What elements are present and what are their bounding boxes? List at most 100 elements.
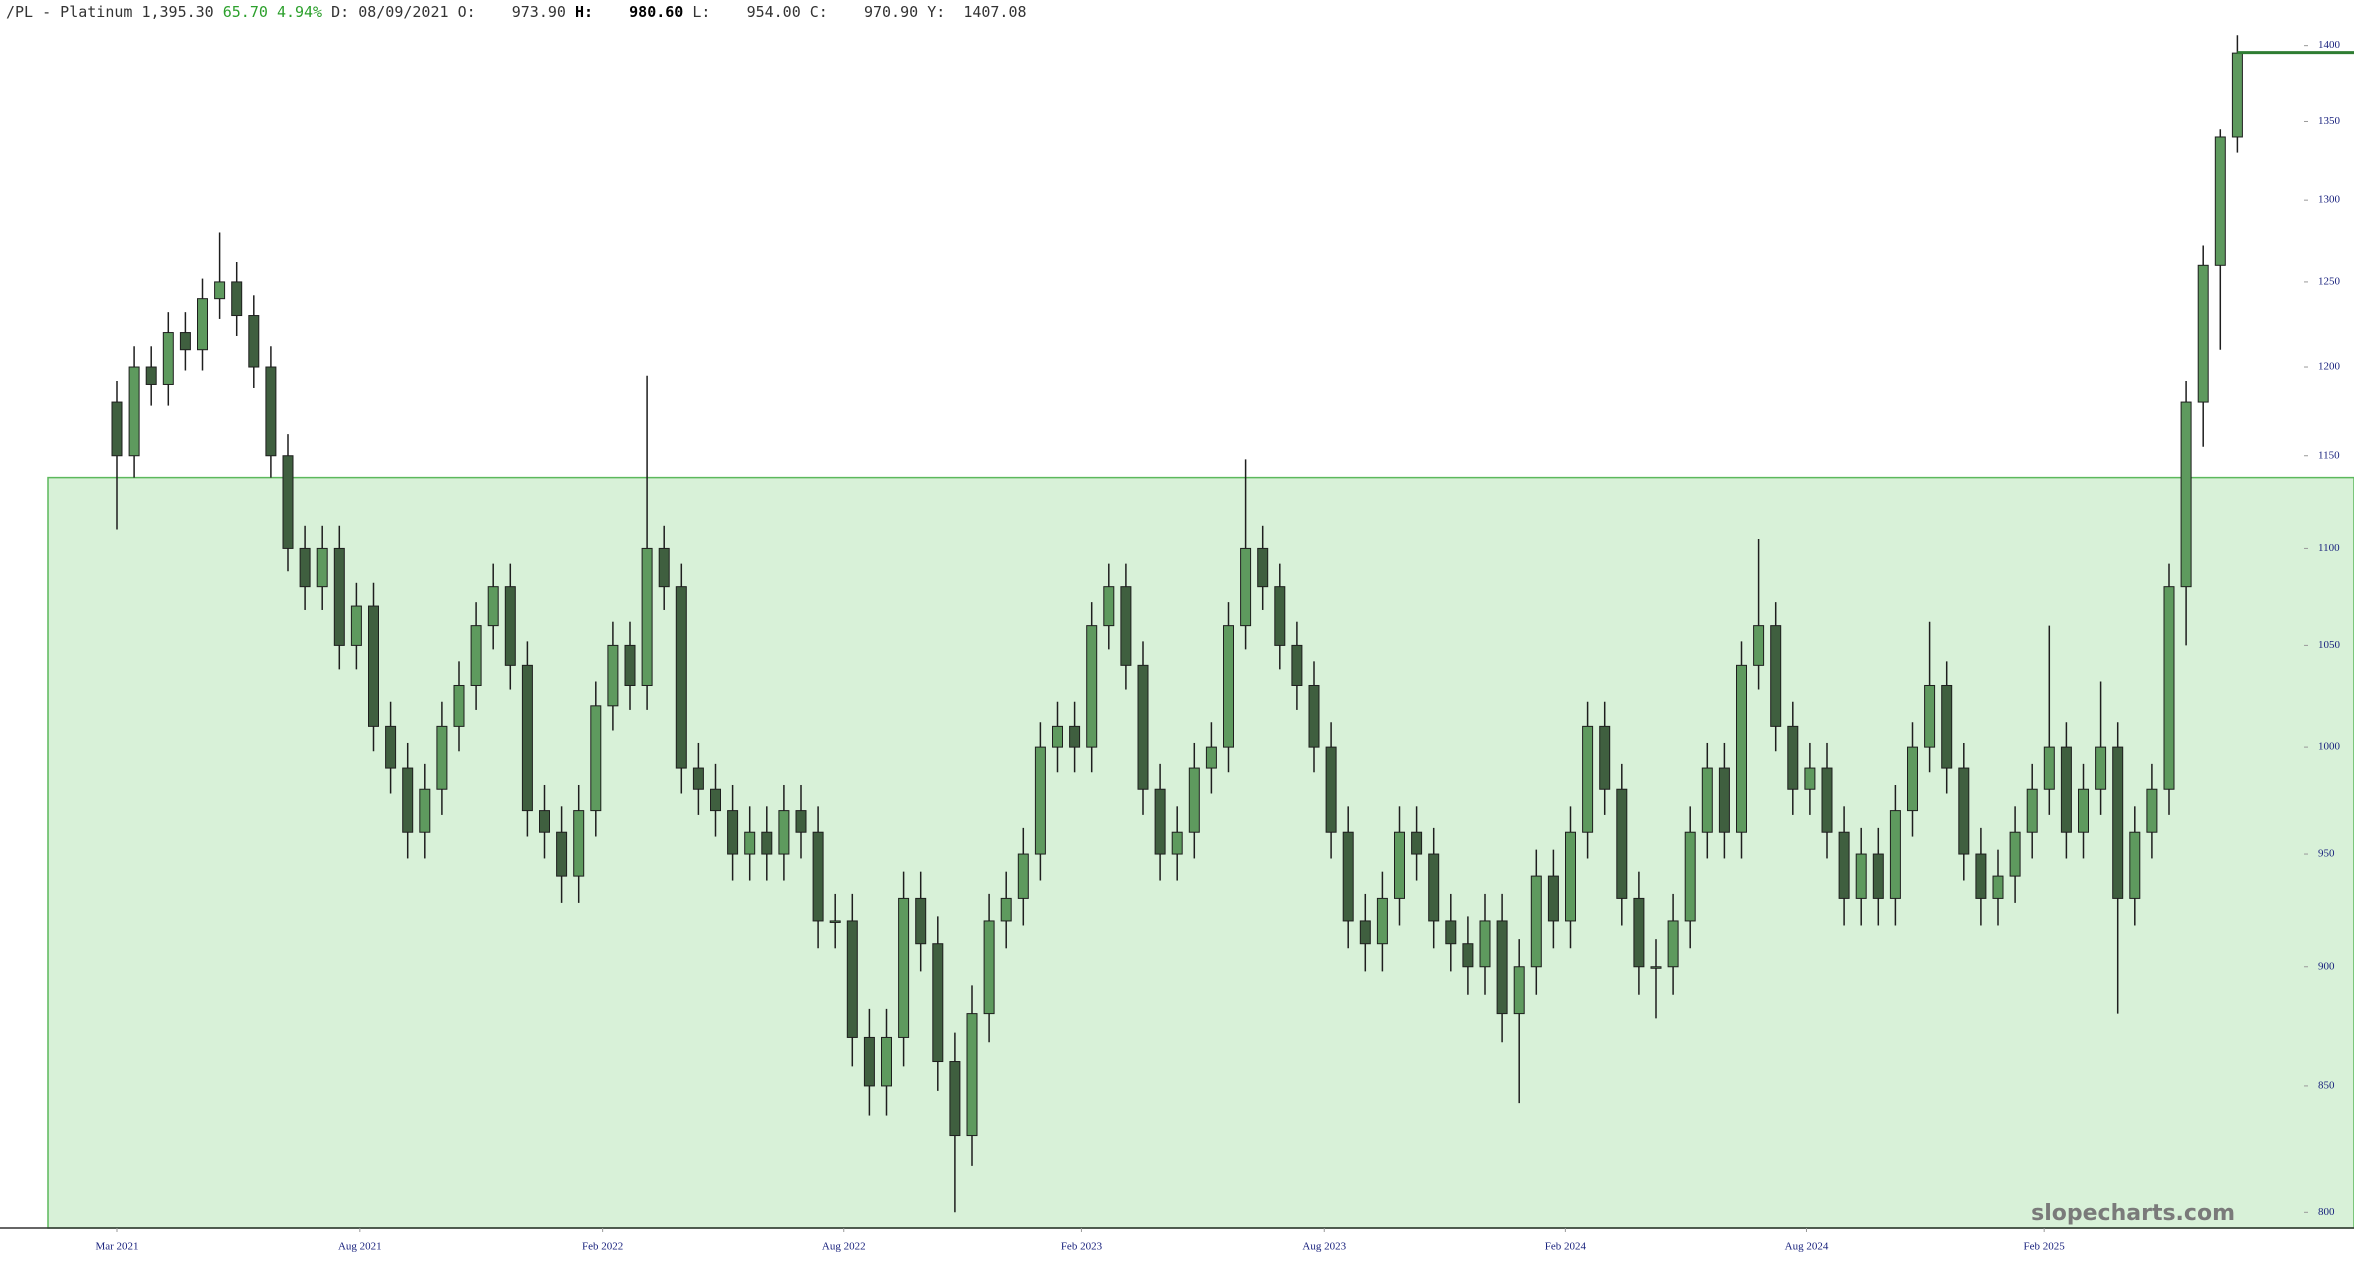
candle-body bbox=[265, 366, 277, 457]
candle-body bbox=[2043, 746, 2055, 790]
candle-body bbox=[1308, 684, 1320, 748]
field-label: L: bbox=[692, 3, 711, 21]
y-tick-label: 800 bbox=[2318, 1206, 2335, 1218]
last-price: 1,395.30 bbox=[141, 3, 214, 21]
candle-body bbox=[1257, 547, 1269, 588]
candle-body bbox=[1787, 725, 1799, 790]
candle-body bbox=[2009, 831, 2021, 877]
field-value: 973.90 bbox=[511, 3, 566, 21]
candle-body bbox=[1599, 725, 1611, 790]
candle-body bbox=[2163, 586, 2175, 790]
candle-body bbox=[1000, 897, 1012, 922]
candle-body bbox=[2129, 831, 2141, 899]
candle-body bbox=[1718, 767, 1730, 833]
candle-body bbox=[333, 547, 345, 646]
candle-body bbox=[1240, 547, 1252, 627]
field-label: C: bbox=[809, 3, 828, 21]
candle-body bbox=[915, 897, 927, 945]
candle-body bbox=[1804, 767, 1816, 790]
candle-body bbox=[1958, 767, 1970, 855]
candle-body bbox=[1924, 684, 1936, 748]
candle-body bbox=[1188, 767, 1200, 833]
candle-body bbox=[1650, 966, 1662, 969]
candle-body bbox=[1992, 875, 2004, 899]
candle-body bbox=[675, 586, 687, 769]
candle-body bbox=[1633, 897, 1645, 968]
x-tick-label: Aug 2021 bbox=[338, 1241, 382, 1253]
candle-body bbox=[1736, 664, 1747, 833]
candle-body bbox=[1205, 746, 1217, 769]
candle-body bbox=[1684, 831, 1696, 922]
candle-body bbox=[829, 920, 841, 923]
candle-body bbox=[556, 831, 568, 877]
quote-header: /PL - Platinum 1,395.30 65.70 4.94% D: 0… bbox=[6, 2, 1027, 22]
candle-body bbox=[2112, 746, 2124, 899]
candle-body bbox=[1667, 920, 1679, 968]
candle-body bbox=[761, 831, 773, 855]
field-value: 08/09/2021 bbox=[358, 3, 449, 21]
candle-body bbox=[1496, 920, 1508, 1015]
field-value: 970.90 bbox=[863, 3, 919, 21]
candle-body bbox=[111, 401, 123, 457]
candle-body bbox=[1770, 625, 1782, 727]
candle-body bbox=[214, 281, 226, 300]
candle-body bbox=[231, 281, 243, 317]
x-tick-label: Feb 2024 bbox=[1545, 1241, 1587, 1253]
candle-body bbox=[949, 1061, 961, 1137]
candle-body bbox=[1291, 644, 1303, 686]
candle-body bbox=[607, 644, 619, 707]
candle-body bbox=[470, 625, 482, 686]
candle-body bbox=[778, 810, 790, 855]
field-label: O: bbox=[457, 3, 476, 21]
candle-body bbox=[1753, 625, 1765, 666]
candle-body bbox=[2060, 746, 2072, 833]
candle-body bbox=[898, 897, 910, 1038]
candle-body bbox=[504, 586, 516, 666]
candle-body bbox=[1359, 920, 1371, 945]
candle-body bbox=[812, 831, 824, 922]
candle-body bbox=[727, 810, 739, 855]
candle-body bbox=[1616, 788, 1628, 899]
candle-body bbox=[692, 767, 704, 790]
candle-body bbox=[1530, 875, 1542, 968]
candle-body bbox=[1154, 788, 1166, 855]
candle-body bbox=[2146, 788, 2158, 833]
change: 65.70 bbox=[222, 3, 268, 21]
shaded-zone bbox=[47, 476, 2354, 1229]
candle-body bbox=[1975, 853, 1987, 899]
candle-body bbox=[1889, 810, 1901, 899]
candle-body bbox=[1052, 725, 1063, 748]
candle-body bbox=[419, 788, 431, 833]
candle-body bbox=[624, 644, 636, 686]
candle-body bbox=[1701, 767, 1713, 833]
candle-body bbox=[1325, 746, 1337, 833]
candle-body bbox=[710, 788, 721, 812]
candle-body bbox=[282, 455, 294, 549]
candle-body bbox=[248, 315, 260, 368]
candle-body bbox=[1342, 831, 1354, 922]
candle-body bbox=[1394, 831, 1405, 899]
candle-body bbox=[1872, 853, 1884, 899]
candle-body bbox=[932, 943, 944, 1063]
candle-body bbox=[2078, 788, 2089, 833]
candle-body bbox=[1034, 746, 1046, 855]
candle-body bbox=[2214, 136, 2226, 266]
y-tick-label: 1350 bbox=[2318, 115, 2341, 127]
candle-body bbox=[453, 684, 465, 727]
candle-body bbox=[590, 705, 602, 812]
candle-body bbox=[1582, 725, 1594, 833]
x-tick-label: Feb 2023 bbox=[1061, 1241, 1103, 1253]
candle-body bbox=[1462, 943, 1474, 968]
candle-body bbox=[145, 366, 157, 385]
change-pct: 4.94% bbox=[276, 3, 323, 21]
candle-body bbox=[1479, 920, 1491, 968]
candle-body bbox=[1017, 853, 1029, 899]
candle-body bbox=[1223, 625, 1234, 748]
field-value: 1407.08 bbox=[963, 3, 1027, 21]
candle-body bbox=[983, 920, 995, 1015]
candle-body bbox=[1565, 831, 1576, 922]
candle-body bbox=[1907, 746, 1918, 812]
candle-body bbox=[658, 547, 670, 588]
candle-body bbox=[1069, 725, 1081, 748]
